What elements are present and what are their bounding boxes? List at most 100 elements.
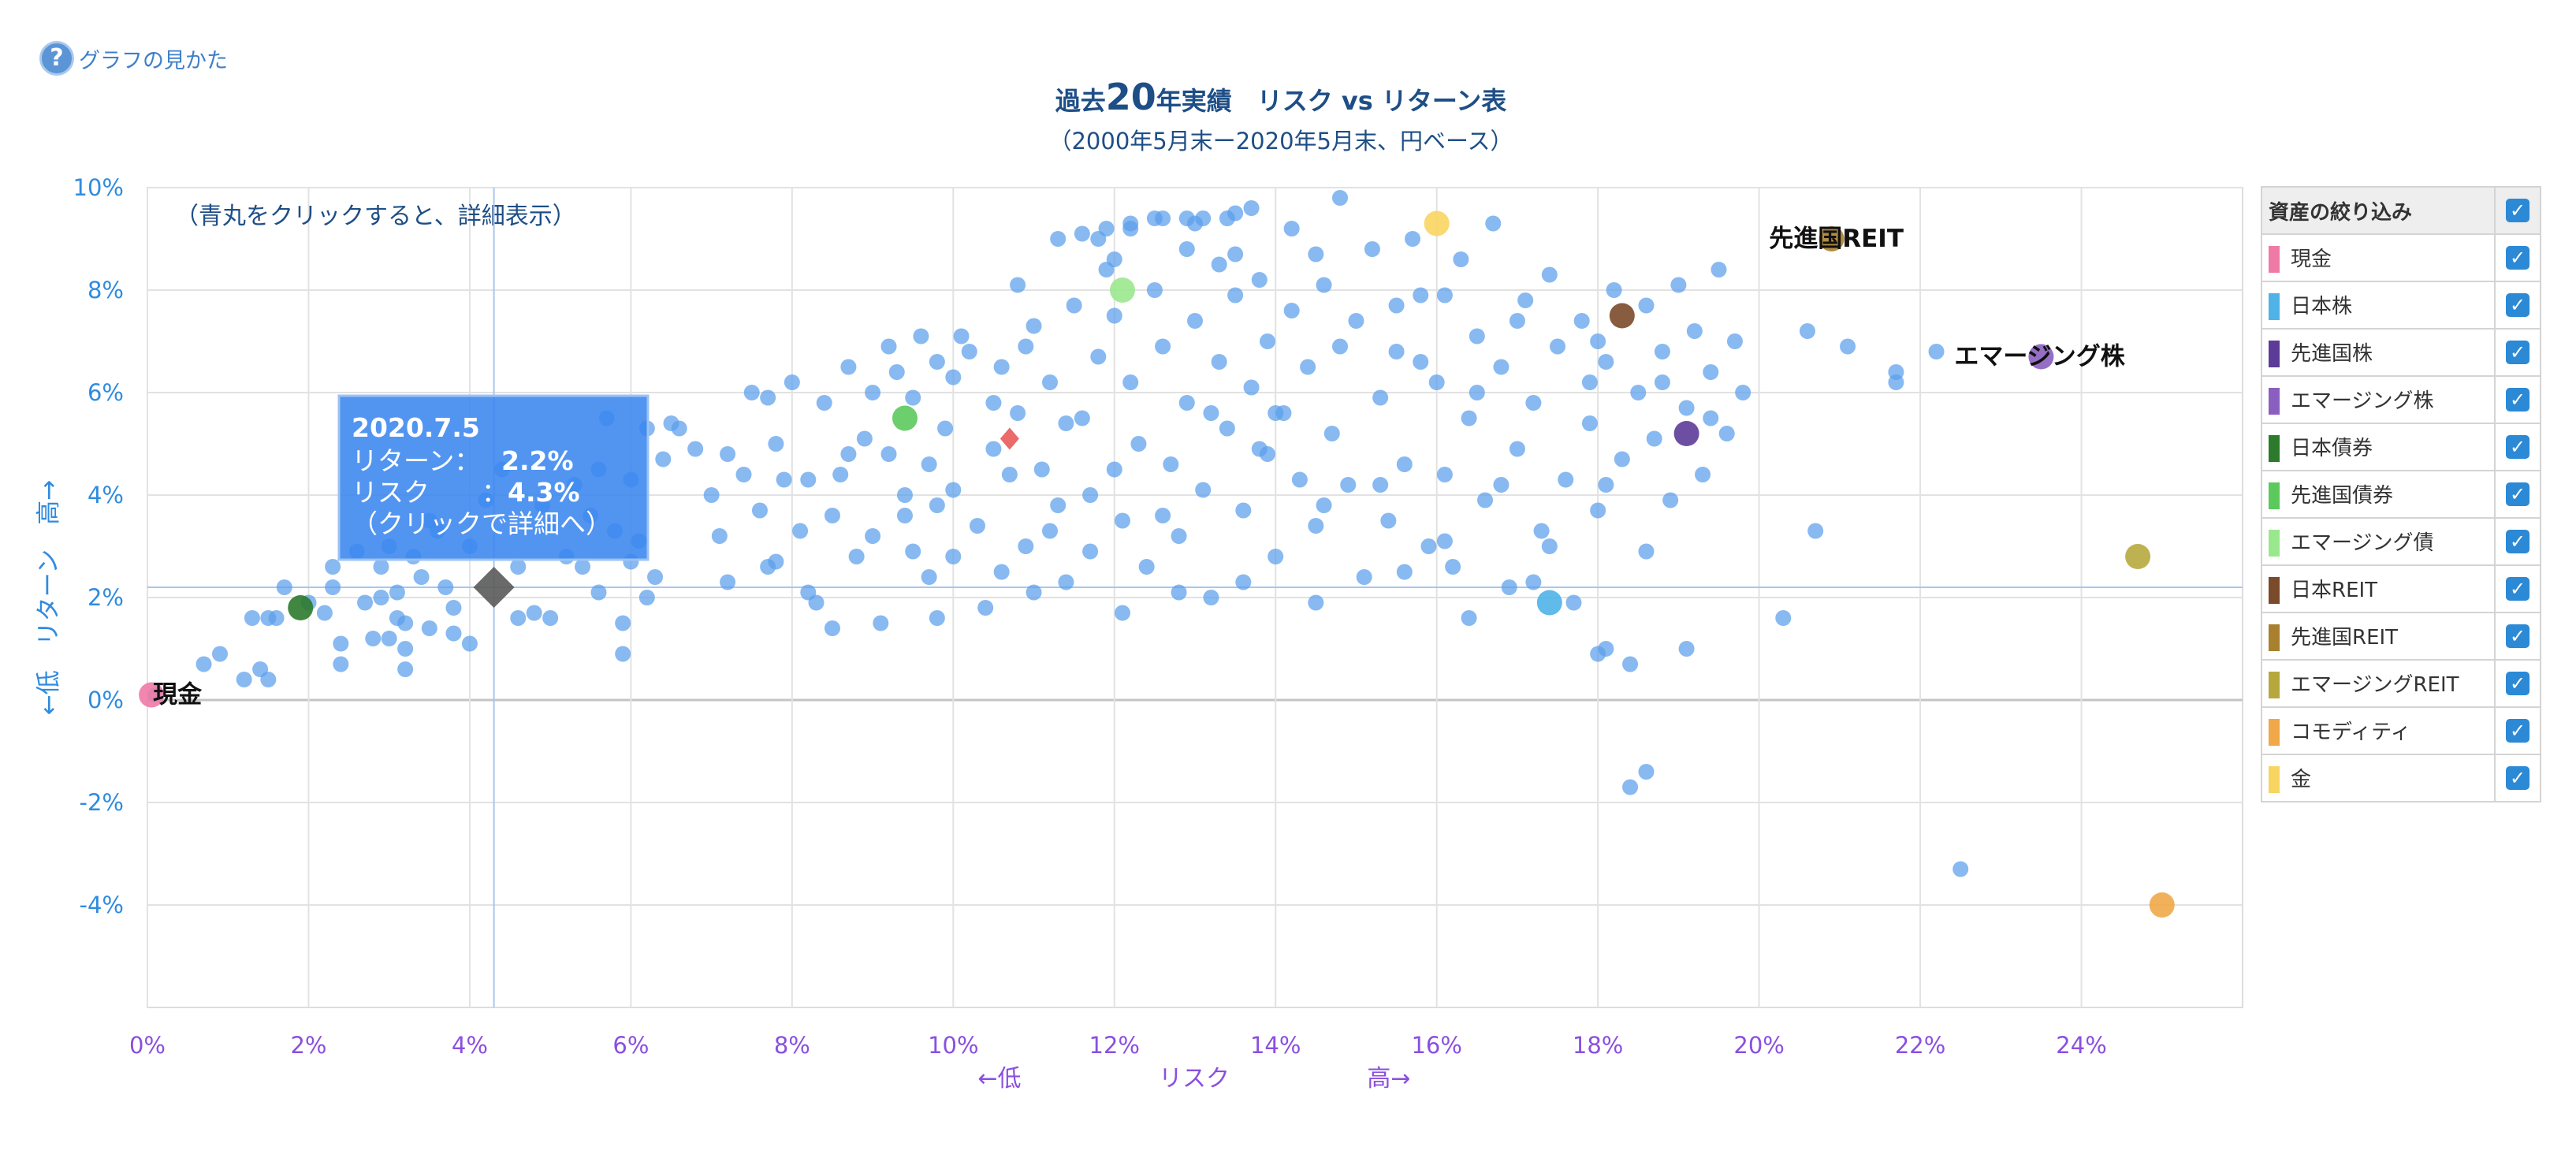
portfolio-point[interactable] [1260, 333, 1276, 349]
portfolio-point[interactable] [575, 559, 591, 575]
portfolio-point[interactable] [687, 441, 704, 457]
portfolio-point[interactable] [1155, 338, 1171, 355]
portfolio-point[interactable] [1211, 256, 1227, 273]
portfolio-point[interactable] [1340, 477, 1357, 493]
portfolio-point[interactable] [1493, 359, 1509, 375]
portfolio-point[interactable] [1461, 410, 1477, 426]
portfolio-point[interactable] [1735, 385, 1751, 400]
portfolio-point[interactable] [1573, 313, 1590, 329]
portfolio-point[interactable] [1195, 482, 1212, 498]
portfolio-point[interactable] [1114, 512, 1130, 529]
asset-marker[interactable] [1109, 277, 1135, 303]
portfolio-point[interactable] [840, 446, 857, 462]
portfolio-point[interactable] [1260, 446, 1276, 462]
portfolio-point[interactable] [1695, 467, 1711, 482]
portfolio-point[interactable] [1630, 385, 1647, 400]
portfolio-point[interactable] [1316, 277, 1332, 293]
portfolio-point[interactable] [1026, 584, 1042, 601]
portfolio-point[interactable] [1098, 221, 1115, 236]
portfolio-point[interactable] [776, 471, 792, 488]
portfolio-point[interactable] [977, 600, 994, 616]
portfolio-point[interactable] [1082, 487, 1099, 503]
filter-checkbox-cell[interactable]: ✓ [2494, 517, 2541, 566]
portfolio-point[interactable] [397, 641, 414, 657]
portfolio-point[interactable] [1775, 610, 1792, 626]
portfolio-point[interactable] [1146, 282, 1163, 298]
highlight-marker[interactable] [1000, 427, 1019, 450]
portfolio-point[interactable] [357, 594, 374, 611]
check-icon[interactable]: ✓ [2506, 482, 2529, 507]
portfolio-point[interactable] [590, 584, 607, 601]
portfolio-point[interactable] [1436, 533, 1453, 549]
portfolio-point[interactable] [1332, 190, 1349, 206]
portfolio-point[interactable] [1436, 287, 1453, 303]
portfolio-point[interactable] [1388, 297, 1405, 314]
portfolio-point[interactable] [381, 631, 397, 646]
portfolio-point[interactable] [510, 610, 527, 626]
portfolio-point[interactable] [1268, 549, 1284, 564]
portfolio-point[interactable] [1606, 282, 1622, 298]
portfolio-point[interactable] [937, 420, 954, 437]
portfolio-point[interactable] [1461, 610, 1477, 626]
portfolio-point[interactable] [985, 395, 1002, 411]
check-icon[interactable]: ✓ [2506, 530, 2529, 554]
portfolio-point[interactable] [743, 385, 760, 400]
portfolio-point[interactable] [1670, 277, 1687, 293]
portfolio-point[interactable] [880, 446, 897, 462]
asset-marker[interactable] [1424, 210, 1450, 236]
portfolio-point[interactable] [768, 436, 784, 452]
portfolio-point[interactable] [792, 523, 809, 539]
portfolio-point[interactable] [1581, 415, 1598, 431]
portfolio-point[interactable] [1509, 441, 1525, 457]
filter-checkbox-cell[interactable]: ✓ [2494, 233, 2541, 282]
portfolio-point[interactable] [888, 364, 905, 380]
portfolio-point[interactable] [929, 497, 945, 513]
portfolio-point[interactable] [1356, 569, 1372, 585]
portfolio-point[interactable] [615, 646, 631, 662]
check-icon[interactable]: ✓ [2506, 199, 2529, 223]
portfolio-point[interactable] [1291, 471, 1308, 488]
portfolio-point[interactable] [1726, 333, 1743, 349]
portfolio-point[interactable] [1155, 210, 1171, 226]
portfolio-point[interactable] [824, 508, 840, 523]
portfolio-point[interactable] [1001, 467, 1018, 482]
portfolio-point[interactable] [413, 569, 430, 585]
portfolio-point[interactable] [1163, 456, 1179, 472]
portfolio-point[interactable] [1243, 200, 1260, 216]
portfolio-point[interactable] [961, 344, 977, 359]
portfolio-point[interactable] [333, 656, 349, 672]
portfolio-point[interactable] [1203, 405, 1219, 421]
portfolio-point[interactable] [373, 590, 389, 605]
portfolio-point[interactable] [1283, 303, 1300, 318]
portfolio-point[interactable] [1517, 292, 1534, 308]
filter-row[interactable]: エマージングREIT ✓ [2261, 659, 2541, 708]
portfolio-point[interactable] [1413, 354, 1429, 370]
asset-marker[interactable] [139, 682, 165, 708]
filter-checkbox-cell[interactable]: ✓ [2494, 706, 2541, 755]
portfolio-point[interactable] [389, 584, 405, 601]
portfolio-point[interactable] [921, 569, 937, 585]
portfolio-point[interactable] [1509, 313, 1525, 329]
filter-checkbox-cell[interactable]: ✓ [2494, 281, 2541, 330]
portfolio-point[interactable] [1033, 461, 1050, 478]
filter-row[interactable]: エマージング株 ✓ [2261, 375, 2541, 424]
portfolio-point[interactable] [1469, 385, 1485, 400]
filter-row[interactable]: コモディティ ✓ [2261, 706, 2541, 755]
portfolio-point[interactable] [1469, 328, 1485, 344]
portfolio-point[interactable] [1525, 395, 1542, 411]
portfolio-point[interactable] [1501, 579, 1517, 595]
check-icon[interactable]: ✓ [2506, 624, 2529, 649]
portfolio-point[interactable] [1453, 251, 1469, 267]
portfolio-point[interactable] [840, 359, 857, 375]
portfolio-point[interactable] [873, 615, 889, 631]
portfolio-point[interactable] [1686, 323, 1703, 339]
portfolio-point[interactable] [1485, 215, 1502, 232]
portfolio-point[interactable] [1372, 389, 1389, 406]
filter-checkbox-cell[interactable]: ✓ [2494, 328, 2541, 377]
portfolio-point[interactable] [1227, 246, 1244, 263]
portfolio-point[interactable] [929, 610, 945, 626]
portfolio-point[interactable] [1058, 574, 1074, 590]
portfolio-point[interactable] [1550, 338, 1566, 355]
portfolio-point[interactable] [1235, 574, 1252, 590]
portfolio-point[interactable] [212, 646, 229, 662]
